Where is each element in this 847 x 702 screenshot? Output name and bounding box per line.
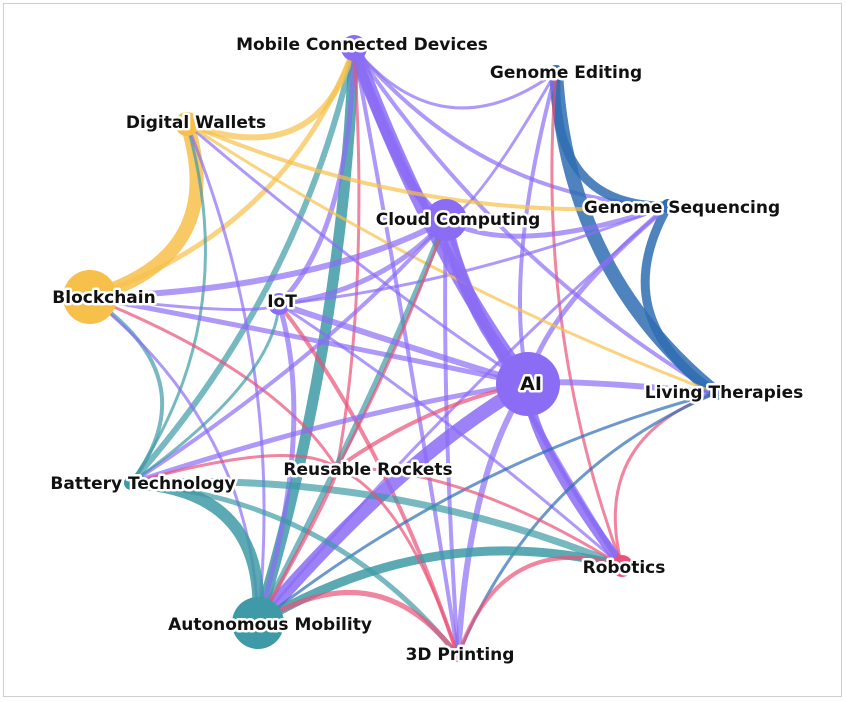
node-living[interactable] — [709, 386, 723, 400]
node-label-blockchain: Blockchain — [52, 288, 155, 308]
edge-iot-battery — [129, 302, 281, 485]
edge-battery-robotics — [127, 478, 626, 570]
node-label-genome-editing: Genome Editing — [490, 63, 642, 83]
edge-robotics-printing — [456, 555, 624, 658]
edge-ai-autonomous — [251, 377, 535, 630]
edge-genome-editing-genome-seq — [551, 67, 673, 211]
node-battery[interactable] — [124, 476, 138, 490]
edge-rockets-printing — [335, 466, 460, 658]
node-digital-wallets[interactable] — [175, 112, 199, 136]
edge-iot-autonomous — [255, 301, 297, 626]
edge-mobile-genome-editing — [352, 46, 558, 110]
node-blockchain[interactable] — [63, 270, 117, 324]
edge-autonomous-rockets — [256, 466, 339, 625]
node-layer — [63, 35, 723, 662]
node-label-living: Living Therapies — [645, 383, 804, 403]
edge-ai-battery — [128, 381, 531, 486]
node-ai[interactable] — [496, 352, 560, 416]
edge-battery-rockets — [129, 453, 339, 485]
node-label-mobile: Mobile Connected Devices — [236, 35, 488, 55]
edge-digital-wallets-ai — [185, 122, 530, 386]
edge-mobile-iot — [276, 45, 357, 307]
node-label-cloud: Cloud Computing — [376, 210, 541, 230]
edge-digital-wallets-autonomous — [185, 122, 266, 625]
node-label-robotics: Robotics — [583, 558, 666, 578]
node-printing[interactable] — [452, 650, 464, 662]
edge-genome-editing-robotics — [550, 70, 624, 568]
edge-genome-seq-digital-wallets — [185, 122, 670, 212]
node-label-ai: AI — [520, 373, 542, 395]
edge-blockchain-ai — [87, 294, 531, 387]
edge-mobile-living — [352, 46, 718, 395]
label-layer: Mobile Connected Devices Genome Editing … — [48, 33, 806, 668]
edge-cloud-autonomous — [255, 217, 449, 626]
node-label-digital-wallets: Digital Wallets — [126, 113, 266, 133]
node-autonomous[interactable] — [232, 597, 284, 649]
edge-mobile-blockchain — [87, 45, 357, 300]
node-label-battery: Battery Technology — [50, 474, 235, 494]
node-genome-seq[interactable] — [661, 199, 675, 213]
node-mobile[interactable] — [341, 35, 367, 61]
node-genome-editing[interactable] — [549, 65, 563, 79]
edge-blockchain-cloud — [87, 217, 449, 300]
node-label-printing: 3D Printing — [406, 645, 515, 665]
edge-cloud-battery — [129, 218, 448, 485]
node-iot[interactable] — [268, 293, 290, 315]
edge-digital-wallets-blockchain — [83, 117, 204, 304]
edge-layer — [83, 41, 723, 659]
edge-cloud-rockets — [335, 218, 448, 470]
node-robotics[interactable] — [611, 555, 633, 577]
node-rockets[interactable] — [332, 463, 342, 473]
node-label-iot: IoT — [267, 292, 297, 312]
edge-rockets-robotics — [335, 466, 624, 568]
edge-genome-seq-living — [640, 201, 721, 398]
edge-living-autonomous — [256, 391, 718, 625]
edge-autonomous-printing — [255, 590, 461, 659]
node-label-rockets: Reusable Rockets — [283, 460, 452, 480]
edge-iot-robotics — [277, 302, 624, 568]
node-label-genome-seq: Genome Sequencing — [584, 198, 780, 218]
node-cloud[interactable] — [425, 199, 467, 241]
edge-mobile-printing — [352, 46, 460, 658]
node-label-autonomous: Autonomous Mobility — [168, 615, 372, 635]
